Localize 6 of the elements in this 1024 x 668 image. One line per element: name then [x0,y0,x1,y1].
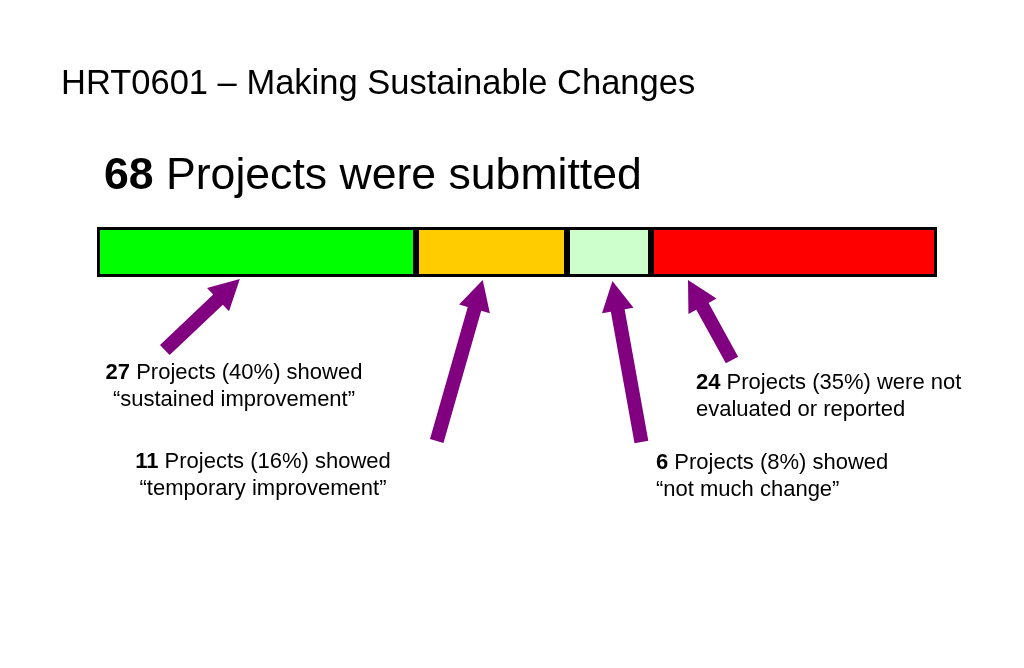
text: 6 Projects (8%) showed “not much change” [656,448,890,502]
text: 11 Projects (16%) showed “temporary improvement” [134,447,392,501]
text: 24 Projects (35%) were not evaluated or reported [696,368,963,422]
chart-title: HRT0601 – Making Sustainable Changes [61,62,696,103]
chart-subtitle: 68 Projects were submitted [104,148,642,200]
text: 27 Projects (40%) showed “sustained improvement” [104,358,364,412]
